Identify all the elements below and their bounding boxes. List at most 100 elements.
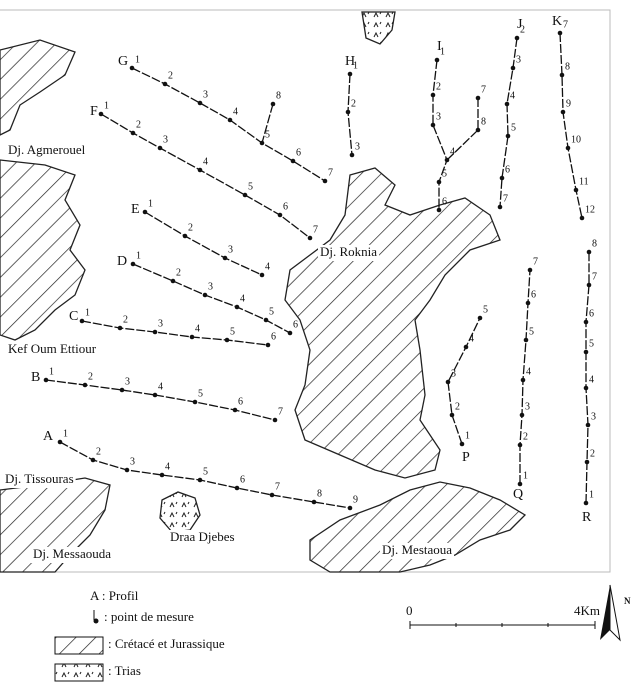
measure-point (560, 109, 566, 115)
measure-point (499, 175, 505, 181)
place-label-bg (3, 472, 76, 488)
measure-point (475, 127, 481, 133)
measure-point (449, 412, 455, 418)
legend-cretaceous: : Crétacé et Jurassique (108, 636, 225, 651)
measure-point (263, 317, 269, 323)
profile-line (559, 32, 583, 219)
point-number: 5 (198, 388, 203, 399)
measure-point (189, 334, 195, 340)
legend-point-dot (93, 618, 99, 624)
legend-point: : point de mesure (104, 609, 194, 624)
point-number: 3 (130, 456, 135, 467)
point-number: 4 (265, 261, 270, 272)
profile-label: C (69, 309, 78, 324)
place-label-bg (6, 143, 88, 159)
measure-point (232, 407, 238, 413)
place-name: Dj. Messaouda (33, 546, 111, 561)
point-number: 7 (275, 481, 280, 492)
legend: A : Profil : point de mesure : Crétacé e… (54, 588, 225, 682)
measure-point (311, 499, 317, 505)
north-arrow: N (600, 584, 631, 642)
point-number: 4 (240, 293, 245, 304)
point-number: 2 (455, 401, 460, 412)
measure-point (497, 204, 503, 210)
point-number: 8 (481, 116, 486, 127)
measure-point (270, 101, 276, 107)
profile-label: D (117, 254, 127, 269)
point-number: 6 (238, 396, 243, 407)
point-number: 1 (136, 250, 141, 261)
measure-point (514, 35, 520, 41)
north-arrow-left (600, 585, 610, 640)
measure-point (277, 212, 283, 218)
point-number: 1 (465, 430, 470, 441)
measure-point (157, 145, 163, 151)
point-number: 4 (165, 461, 170, 472)
measure-point (234, 304, 240, 310)
measure-point (583, 385, 589, 391)
measure-point (265, 342, 271, 348)
point-number: 2 (136, 119, 141, 130)
measure-point (559, 72, 565, 78)
scale-line (409, 621, 596, 629)
measure-point (477, 315, 483, 321)
place-name: Dj. Roknia (320, 244, 377, 259)
measure-point (584, 459, 590, 465)
point-number: 1 (523, 470, 528, 481)
measure-point (224, 337, 230, 343)
point-number: 1 (148, 198, 153, 209)
point-number: 6 (296, 147, 301, 158)
place-label-bg (31, 547, 113, 563)
measure-point (504, 101, 510, 107)
profile-label: F (90, 104, 98, 119)
point-number: 3 (158, 318, 163, 329)
geology (0, 11, 527, 573)
measure-point (182, 233, 188, 239)
point-number: 5 (589, 338, 594, 349)
point-number: 4 (469, 333, 474, 344)
point-number: 2 (96, 446, 101, 457)
profile-line (432, 59, 448, 210)
point-number: 4 (195, 323, 200, 334)
measure-point (519, 412, 525, 418)
scale-end: 4Km (574, 603, 600, 618)
measure-point (259, 272, 265, 278)
profile-line (447, 317, 481, 445)
point-number: 2 (523, 431, 528, 442)
profile-line (261, 103, 274, 144)
measure-point (557, 30, 563, 36)
point-number: 6 (531, 289, 536, 300)
point-number: 3 (203, 89, 208, 100)
measure-point (523, 337, 529, 343)
measure-point (142, 209, 148, 215)
point-number: 6 (589, 308, 594, 319)
point-number: 4 (510, 90, 515, 101)
measure-point (586, 249, 592, 255)
place-label-bg (318, 245, 380, 261)
point-number: 7 (278, 406, 283, 417)
point-number: 4 (203, 156, 208, 167)
measure-point (227, 117, 233, 123)
profile-label: J (517, 17, 523, 32)
point-number: 5 (511, 122, 516, 133)
measure-point (222, 255, 228, 261)
profile-line (585, 252, 590, 504)
measure-point (90, 457, 96, 463)
point-number: 9 (566, 98, 571, 109)
point-number: 1 (440, 46, 445, 57)
point-number: 8 (317, 488, 322, 499)
point-number: 5 (269, 306, 274, 317)
measure-point (585, 422, 591, 428)
measure-point (197, 100, 203, 106)
measure-point (345, 109, 351, 115)
trias-area (361, 11, 396, 45)
measure-point (475, 95, 481, 101)
point-number: 6 (283, 201, 288, 212)
place-name: Dj. Agmerouel (8, 142, 86, 157)
measure-point (130, 130, 136, 136)
place-label-bg (168, 530, 237, 546)
point-number: 4 (158, 381, 163, 392)
point-number: 5 (265, 129, 270, 140)
profile-line (499, 37, 518, 208)
